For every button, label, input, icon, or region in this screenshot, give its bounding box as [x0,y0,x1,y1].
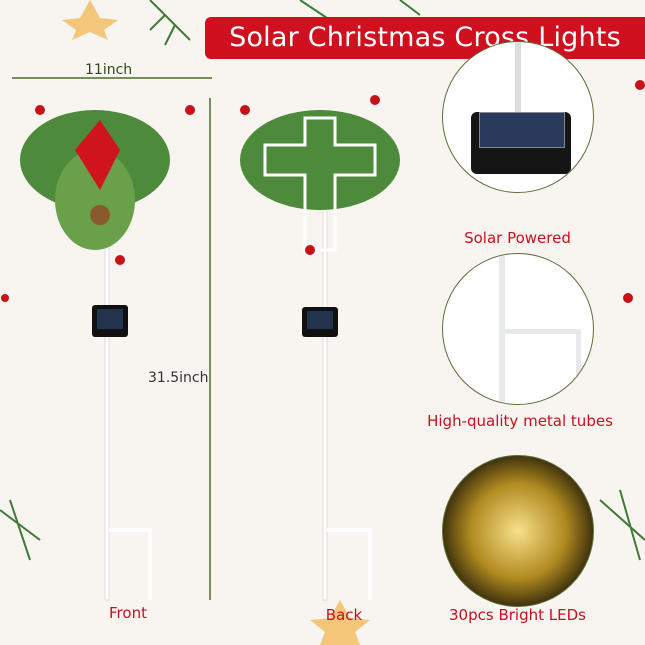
star-decor [62,0,118,40]
solar-panel-detail [442,41,594,193]
feature-label-leds: 30pcs Bright LEDs [449,606,586,624]
pine-branch-decor [0,0,645,561]
front-label: Front [109,604,147,622]
star-decor [310,600,370,645]
width-label: 11inch [85,62,133,78]
back-product-image [240,95,400,601]
feature-label-solar: Solar Powered [464,229,571,247]
metal-tube-detail [442,253,594,405]
title-banner: Solar Christmas Cross Lights [205,17,645,59]
height-label: 31.5inch [148,370,209,386]
led-string-detail [442,455,594,607]
front-product-image [20,105,195,601]
back-label: Back [325,606,363,624]
feature-label-metal: High-quality metal tubes [427,412,613,430]
